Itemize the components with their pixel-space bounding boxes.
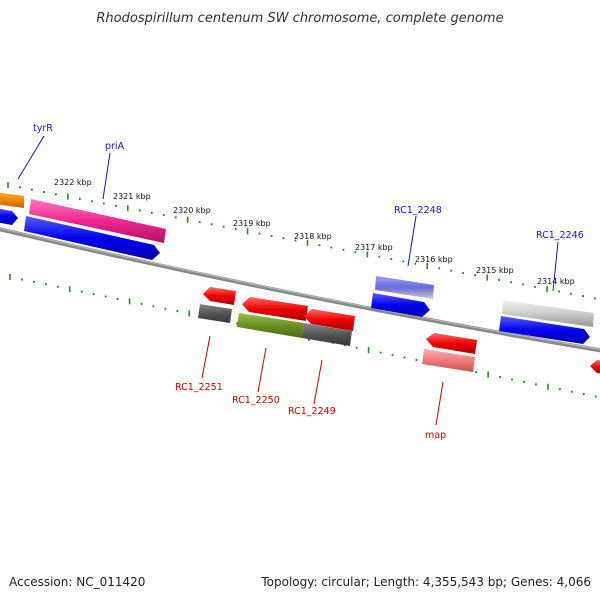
gene-blue-arrow-3[interactable] — [499, 316, 590, 344]
scale-label: 2321 kbp — [113, 192, 151, 201]
scale-label: 2320 kbp — [173, 206, 211, 215]
scale-label: 2316 kbp — [415, 255, 453, 264]
label-leaders — [17, 135, 559, 426]
gene-label-rc1-2250[interactable]: RC1_2250 — [232, 395, 280, 406]
gene-label-rc1-2251[interactable]: RC1_2251 — [175, 382, 223, 393]
scale-labels: 2322 kbp 2321 kbp 2320 kbp 2319 kbp 2318… — [54, 178, 575, 286]
accession-text: Accession: NC_011420 — [9, 575, 145, 589]
genome-summary-text: Topology: circular; Length: 4,355,543 bp… — [260, 575, 591, 589]
gene-red-arrow-map[interactable] — [426, 333, 477, 354]
gene-rc1-2246[interactable] — [502, 300, 594, 327]
gene-red-arrow-2[interactable] — [242, 297, 308, 321]
gene-rc1-2251[interactable] — [198, 304, 232, 323]
reverse-strand-genes — [198, 287, 600, 374]
gene-label-pria[interactable]: priA — [105, 141, 125, 152]
gene-labels: tyrR priA RC1_2248 RC1_2246 RC1_2251 RC1… — [33, 123, 584, 441]
gene-label-rc1-2249[interactable]: RC1_2249 — [288, 406, 336, 417]
gene-rc1-2249[interactable] — [302, 323, 352, 346]
scale-label: 2322 kbp — [54, 178, 92, 187]
gene-red-fragment[interactable] — [590, 360, 600, 374]
map-title: Rhodospirillum centenum SW chromosome, c… — [96, 11, 503, 26]
scale-label: 2315 kbp — [476, 266, 514, 275]
gene-label-tyrr[interactable]: tyrR — [33, 123, 53, 134]
gene-blue-arrow-2[interactable] — [371, 293, 430, 317]
gene-red-small[interactable] — [203, 287, 236, 305]
chromosome-backbone — [0, 227, 600, 353]
gene-blue-fragment[interactable] — [0, 208, 18, 225]
gene-rc1-2248[interactable] — [375, 276, 434, 299]
gene-rc1-2250[interactable] — [237, 313, 304, 338]
gene-label-rc1-2248[interactable]: RC1_2248 — [394, 205, 442, 216]
gene-label-rc1-2246[interactable]: RC1_2246 — [536, 230, 584, 241]
gene-map[interactable] — [422, 349, 475, 372]
scale-label: 2319 kbp — [233, 219, 271, 228]
gene-red-arrow-3[interactable] — [304, 309, 355, 331]
gene-label-map[interactable]: map — [425, 430, 446, 441]
scale-label: 2318 kbp — [294, 232, 332, 241]
forward-strand-genes — [0, 192, 594, 344]
gene-orange-fragment[interactable] — [0, 192, 24, 208]
scale-label: 2317 kbp — [355, 243, 393, 252]
gene-blue-arrow-1[interactable] — [24, 216, 160, 260]
scale-ticks-upper — [7, 182, 596, 300]
gene-pria[interactable] — [29, 199, 166, 243]
scale-label: 2314 kbp — [537, 277, 575, 286]
